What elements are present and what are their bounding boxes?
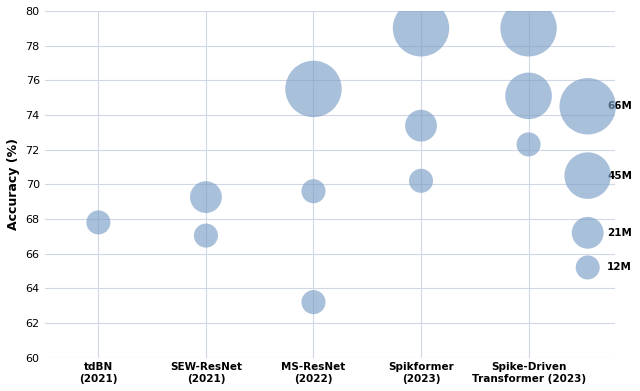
Point	[416, 25, 426, 31]
Point	[524, 25, 534, 31]
Y-axis label: Accuracy (%): Accuracy (%)	[7, 138, 20, 230]
Point	[308, 299, 319, 305]
Point	[524, 141, 534, 147]
Text: 21M: 21M	[607, 228, 632, 238]
Point	[524, 93, 534, 99]
Text: 45M: 45M	[607, 170, 632, 181]
Point	[93, 219, 104, 226]
Point	[416, 178, 426, 184]
Point	[582, 103, 593, 109]
Point	[308, 86, 319, 92]
Point	[308, 188, 319, 194]
Point	[582, 172, 593, 179]
Text: 12M: 12M	[607, 262, 632, 273]
Text: 66M: 66M	[607, 101, 632, 111]
Point	[201, 194, 211, 200]
Point	[201, 232, 211, 239]
Point	[582, 230, 593, 236]
Point	[416, 122, 426, 129]
Point	[582, 264, 593, 271]
